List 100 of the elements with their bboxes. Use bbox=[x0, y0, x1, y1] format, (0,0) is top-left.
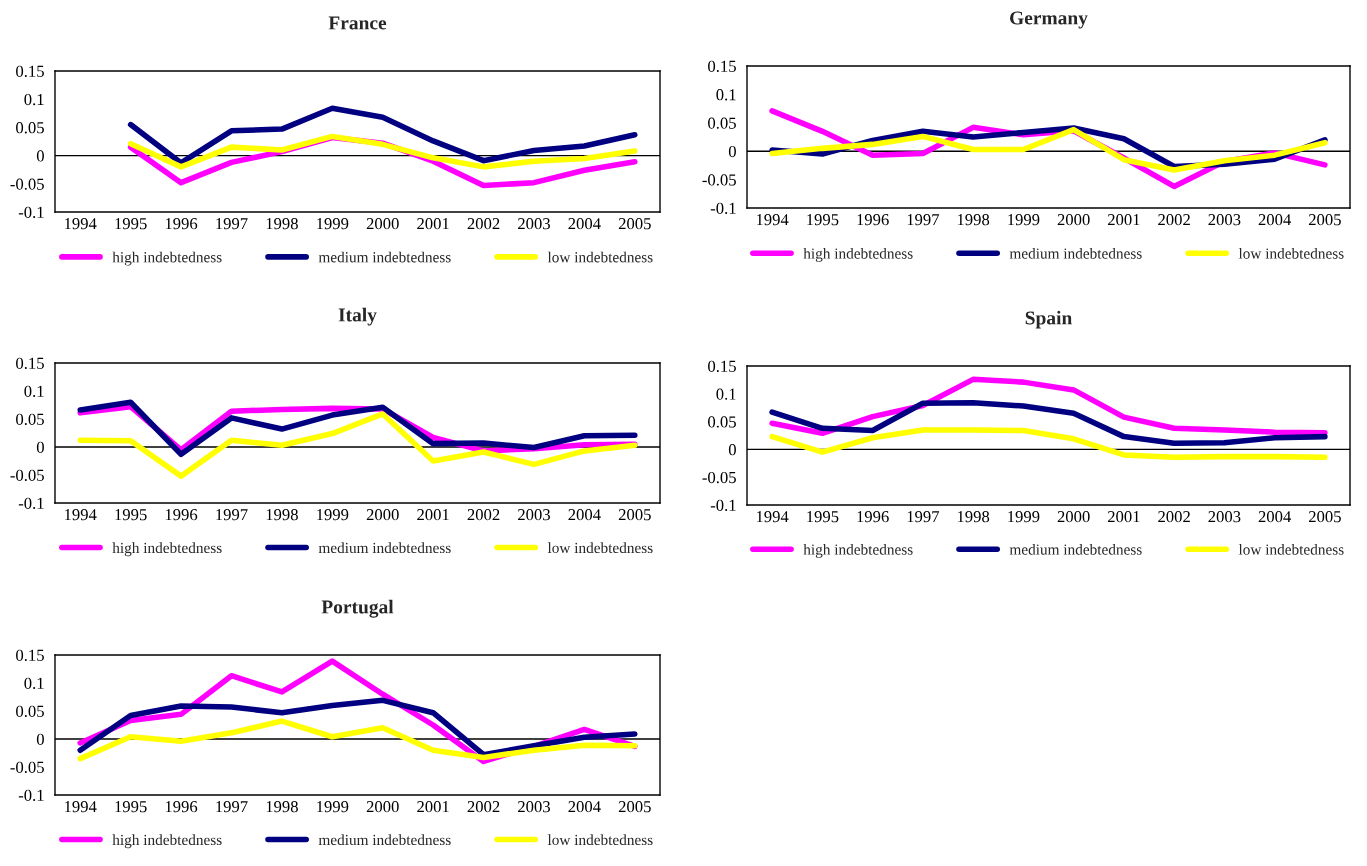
x-tick-label: 2003 bbox=[1208, 214, 1241, 226]
x-tick-label: 1995 bbox=[807, 511, 839, 523]
y-tick-label: -0.05 bbox=[10, 178, 44, 190]
legend-label: medium indebtedness bbox=[1009, 247, 1142, 259]
y-tick-label: -0.1 bbox=[18, 206, 44, 219]
x-tick-label: 2004 bbox=[1258, 214, 1292, 226]
x-tick-label: 1994 bbox=[756, 214, 789, 226]
chart-title: France bbox=[328, 16, 387, 30]
x-tick-label: 2003 bbox=[518, 509, 550, 521]
x-tick-label: 2001 bbox=[1107, 214, 1140, 226]
y-tick-label: 0 bbox=[36, 733, 44, 745]
x-tick-label: 1998 bbox=[266, 509, 298, 521]
x-tick-label: 1994 bbox=[756, 511, 789, 523]
y-tick-label: 0.05 bbox=[16, 413, 44, 426]
legend-label: high indebtedness bbox=[803, 247, 913, 262]
legend-label: medium indebtedness bbox=[1009, 543, 1142, 555]
x-tick-label: 1997 bbox=[216, 509, 248, 521]
y-tick-label: -0.05 bbox=[10, 761, 44, 774]
chart-title: Portugal bbox=[321, 599, 394, 618]
legend-label: high indebtedness bbox=[112, 542, 222, 557]
y-tick-label: -0.1 bbox=[710, 499, 736, 512]
x-tick-label: 1996 bbox=[165, 218, 198, 230]
x-tick-label: 1997 bbox=[216, 218, 248, 230]
x-tick-label: 2000 bbox=[1057, 511, 1090, 523]
x-tick-label: 1995 bbox=[115, 509, 147, 521]
legend-label: high indebtedness bbox=[803, 543, 913, 558]
x-tick-label: 1996 bbox=[857, 214, 889, 226]
x-tick-label: 2005 bbox=[1308, 214, 1341, 226]
y-tick-label: 0 bbox=[36, 150, 44, 162]
y-tick-label: 0.05 bbox=[16, 705, 44, 718]
y-tick-label: 0.1 bbox=[716, 89, 736, 101]
x-tick-label: 2001 bbox=[417, 218, 449, 230]
x-tick-label: 2005 bbox=[618, 801, 651, 813]
x-tick-label: 1999 bbox=[317, 218, 349, 230]
x-tick-label: 2000 bbox=[1057, 214, 1090, 226]
x-tick-label: 1996 bbox=[165, 801, 198, 813]
y-tick-label: 0.05 bbox=[16, 122, 44, 134]
x-tick-label: 2003 bbox=[518, 801, 550, 813]
y-tick-label: 0.15 bbox=[16, 65, 44, 78]
y-tick-label: -0.1 bbox=[18, 497, 44, 510]
legend-label: high indebtedness bbox=[112, 251, 222, 266]
y-tick-label: 0 bbox=[728, 145, 736, 158]
legend-label: medium indebtedness bbox=[318, 542, 451, 554]
x-tick-label: 2004 bbox=[568, 509, 601, 521]
x-tick-label: 1997 bbox=[216, 801, 248, 813]
x-tick-label: 2004 bbox=[568, 218, 601, 230]
x-tick-label: 1997 bbox=[907, 214, 940, 226]
x-tick-label: 1997 bbox=[907, 511, 940, 523]
x-tick-label: 1999 bbox=[317, 801, 349, 813]
y-tick-label: 0 bbox=[728, 444, 736, 456]
y-tick-label: 0.1 bbox=[716, 388, 736, 400]
x-tick-label: 1998 bbox=[266, 801, 298, 813]
x-tick-label: 2000 bbox=[366, 218, 399, 230]
legend-label: low indebtedness bbox=[547, 834, 653, 846]
x-tick-label: 1995 bbox=[807, 214, 839, 226]
x-tick-label: 2002 bbox=[467, 801, 500, 813]
x-tick-label: 2000 bbox=[366, 801, 399, 813]
x-tick-label: 2004 bbox=[568, 801, 601, 813]
x-tick-label: 1998 bbox=[266, 218, 298, 230]
x-tick-label: 2005 bbox=[618, 218, 651, 230]
x-tick-label: 2005 bbox=[618, 509, 651, 521]
x-tick-label: 1999 bbox=[1008, 214, 1040, 226]
x-tick-label: 1994 bbox=[65, 509, 97, 521]
y-tick-label: 0.05 bbox=[708, 117, 736, 129]
x-tick-label: 1994 bbox=[65, 218, 97, 230]
y-tick-label: -0.1 bbox=[18, 789, 44, 802]
legend-label: high indebtedness bbox=[112, 834, 222, 849]
x-tick-label: 2002 bbox=[467, 509, 500, 521]
chart-title: Germany bbox=[1010, 11, 1088, 29]
x-tick-label: 2004 bbox=[1258, 511, 1292, 523]
x-tick-label: 2001 bbox=[417, 801, 449, 813]
x-tick-label: 2002 bbox=[1158, 214, 1190, 226]
legend-label: low indebtedness bbox=[547, 542, 653, 554]
x-tick-label: 2005 bbox=[1308, 511, 1341, 523]
y-tick-label: 0.15 bbox=[708, 360, 736, 373]
x-tick-label: 2003 bbox=[518, 218, 550, 230]
y-tick-label: 0.15 bbox=[16, 649, 44, 662]
y-tick-label: -0.05 bbox=[702, 174, 736, 186]
legend-label: low indebtedness bbox=[1238, 247, 1344, 259]
y-tick-label: 0.15 bbox=[708, 60, 736, 73]
x-tick-label: 1995 bbox=[115, 218, 147, 230]
chart-title: Italy bbox=[338, 307, 377, 326]
x-tick-label: 2003 bbox=[1208, 511, 1241, 523]
x-tick-label: 1996 bbox=[857, 511, 889, 523]
legend-label: medium indebtedness bbox=[318, 251, 451, 263]
x-tick-label: 2001 bbox=[417, 509, 449, 521]
y-tick-label: 0.1 bbox=[24, 93, 44, 106]
y-tick-label: 0.1 bbox=[24, 385, 44, 398]
x-tick-label: 2001 bbox=[1107, 511, 1140, 523]
legend-label: medium indebtedness bbox=[318, 834, 451, 846]
chart-title: Spain bbox=[1025, 310, 1072, 329]
y-tick-label: 0.1 bbox=[24, 677, 44, 690]
legend-label: low indebtedness bbox=[547, 251, 653, 263]
x-tick-label: 1996 bbox=[165, 509, 198, 521]
y-tick-label: -0.1 bbox=[710, 202, 736, 215]
x-tick-label: 2002 bbox=[1158, 511, 1190, 523]
y-tick-label: 0.05 bbox=[708, 416, 736, 428]
y-tick-label: -0.05 bbox=[10, 469, 44, 482]
legend-label: low indebtedness bbox=[1238, 543, 1344, 555]
y-tick-label: -0.05 bbox=[702, 471, 736, 484]
